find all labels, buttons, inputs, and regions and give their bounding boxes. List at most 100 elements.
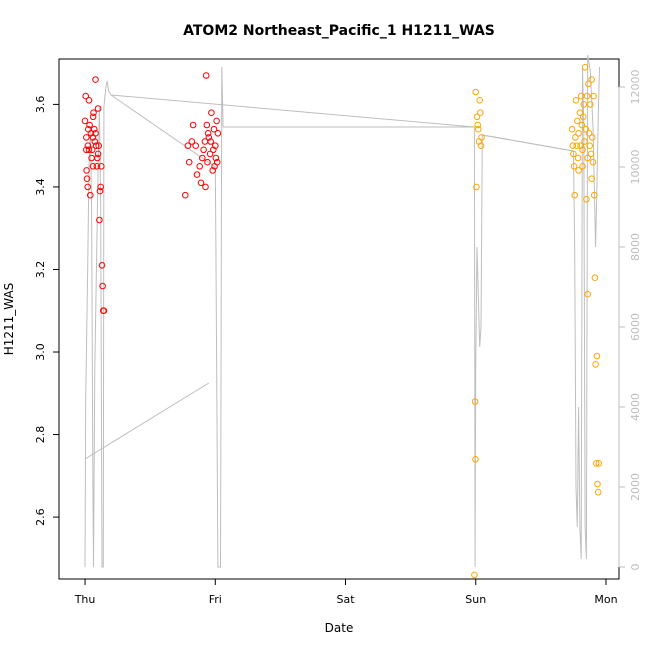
data-point — [84, 142, 92, 149]
data-point — [472, 456, 479, 463]
data-point — [578, 121, 586, 129]
y2-tick-label: 12000 — [629, 70, 642, 105]
data-point — [204, 158, 211, 166]
data-point — [185, 158, 193, 166]
x-tick-label: Thu — [74, 593, 96, 606]
data-point — [474, 121, 482, 129]
data-point — [189, 121, 197, 129]
data-point — [593, 352, 601, 360]
data-point — [89, 163, 97, 170]
data-point — [210, 146, 217, 154]
series-line-segment — [111, 94, 475, 128]
x-axis-label: Date — [325, 621, 354, 635]
data-point — [197, 179, 205, 187]
data-point — [205, 134, 213, 141]
data-point — [200, 146, 207, 154]
data-point — [569, 142, 577, 149]
data-point — [579, 163, 586, 170]
data-point — [477, 109, 484, 116]
series-line-segment — [482, 134, 574, 152]
chart-title: ATOM2 Northeast_Pacific_1 H1211_WAS — [183, 23, 495, 39]
data-point — [207, 138, 214, 145]
data-point — [209, 167, 216, 174]
data-point — [594, 489, 602, 496]
y-tick-label: 3.6 — [34, 96, 47, 114]
data-point — [572, 97, 580, 104]
data-point — [591, 274, 599, 282]
data-point — [199, 154, 206, 162]
data-point — [579, 113, 587, 121]
data-point — [83, 167, 90, 174]
data-point — [93, 163, 101, 170]
data-point — [575, 167, 582, 174]
y2-tick-label: 0 — [629, 564, 642, 571]
data-point — [212, 142, 219, 149]
data-point — [100, 307, 108, 315]
data-point — [94, 105, 102, 112]
data-point — [86, 121, 93, 129]
data-point — [188, 138, 196, 145]
x-tick-label: Mon — [594, 593, 617, 606]
y2-axis: 0 2000 4000 6000 8000 10000 12000 — [618, 70, 642, 571]
data-point — [192, 142, 199, 149]
data-point — [475, 125, 482, 133]
data-point — [87, 130, 95, 137]
data-point — [478, 134, 485, 141]
data-point — [584, 290, 592, 298]
data-point — [583, 92, 591, 100]
x-tick-label: Fri — [209, 593, 222, 606]
data-point — [81, 117, 89, 125]
y2-tick-label: 8000 — [629, 233, 642, 261]
data-point — [592, 361, 599, 368]
data-point — [590, 92, 597, 100]
data-point — [204, 130, 212, 137]
data-point — [97, 183, 104, 191]
data-point — [92, 76, 99, 83]
data-point — [208, 109, 215, 116]
plot-box — [58, 58, 620, 580]
y-tick-label: 2.8 — [34, 426, 47, 444]
series-line-segment — [84, 382, 210, 460]
data-point — [594, 480, 601, 488]
data-point — [85, 146, 93, 154]
data-point — [591, 191, 598, 199]
y-tick-label: 3.0 — [34, 343, 47, 361]
x-tick-label: Sun — [465, 593, 486, 606]
data-point — [581, 64, 589, 71]
secondary-line — [84, 54, 600, 568]
data-point — [585, 80, 592, 88]
data-point — [90, 109, 97, 116]
data-point — [589, 134, 596, 141]
data-point — [570, 163, 578, 170]
data-point — [579, 146, 586, 154]
data-point — [586, 142, 594, 149]
data-point — [473, 113, 481, 121]
y2-tick-label: 4000 — [629, 393, 642, 421]
y-axis-label: H1211_WAS — [2, 283, 16, 356]
data-point — [576, 109, 584, 116]
data-point — [83, 175, 91, 182]
data-point — [585, 130, 593, 137]
data-point — [584, 154, 592, 162]
data-point — [572, 134, 579, 141]
data-point — [588, 76, 596, 83]
data-point — [568, 125, 576, 133]
data-point — [212, 154, 220, 162]
y-tick-label: 3.2 — [34, 261, 47, 279]
series-line — [84, 54, 600, 568]
data-point — [471, 571, 478, 579]
y-tick-label: 2.6 — [34, 508, 47, 526]
x-axis: Thu Fri Sat Sun Mon — [74, 578, 618, 606]
data-point — [83, 134, 90, 141]
data-point — [471, 398, 479, 405]
data-point — [94, 154, 101, 162]
data-point — [213, 117, 220, 125]
data-point — [94, 150, 102, 158]
y2-tick-label: 6000 — [629, 313, 642, 341]
data-point — [581, 138, 588, 145]
data-point — [595, 460, 603, 467]
y-tick-label: 3.4 — [34, 178, 47, 196]
data-point — [202, 183, 209, 191]
data-point — [92, 130, 99, 137]
